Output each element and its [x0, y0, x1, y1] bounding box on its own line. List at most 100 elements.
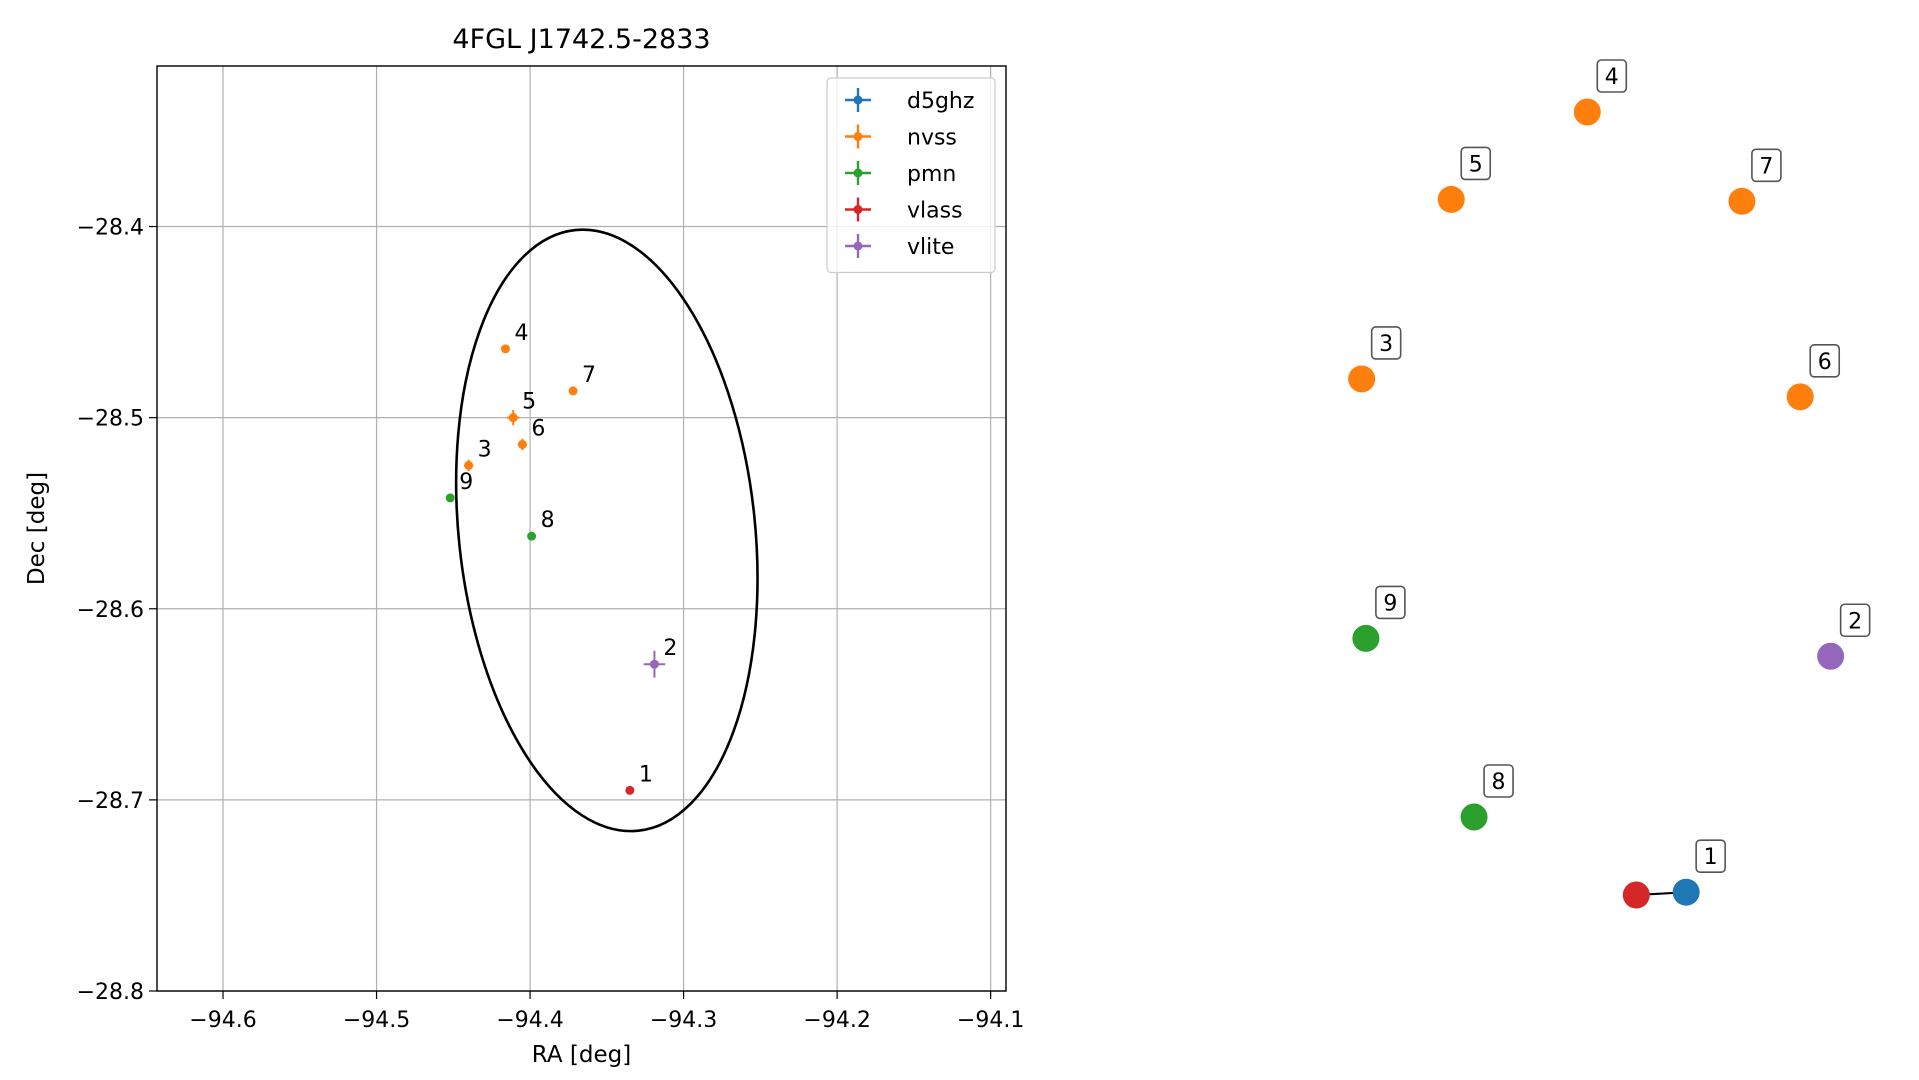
y-tick-label: −28.7: [77, 789, 144, 814]
legend-box: [826, 77, 996, 274]
graph-node-marker: [1573, 98, 1601, 126]
chart-title: 4FGL J1742.5-2833: [452, 24, 710, 55]
graph-nodes: 1 2 3 4 5 6 7 8 9: [1348, 59, 1871, 909]
graph-node: 8: [1460, 764, 1514, 831]
source-label: 7: [582, 363, 596, 388]
y-tick-label: −28.6: [77, 598, 144, 623]
source-point-vlass: 1: [625, 762, 653, 795]
graph-node-label-box: [1460, 146, 1492, 181]
source-point-pmn: 8: [527, 508, 555, 541]
y-tick-label: −28.5: [77, 407, 144, 432]
source-marker: [517, 439, 527, 449]
legend-marker: [853, 95, 863, 105]
source-marker: [464, 460, 474, 470]
graph-node-marker: [1352, 624, 1380, 652]
legend-marker: [853, 132, 863, 141]
source-label: 8: [541, 508, 555, 533]
y-tick-label: −28.8: [77, 980, 144, 1005]
x-tick-label: −94.3: [650, 1008, 717, 1033]
graph-node-label: 5: [1469, 152, 1483, 177]
graph-node: 6: [1786, 344, 1841, 411]
legend-entry-d5ghz: d5ghz: [845, 88, 974, 114]
x-tick-label: −94.6: [189, 1008, 256, 1033]
legend: d5ghz nvss pmn vlass vlite: [826, 77, 996, 274]
graph-node-marker: [1728, 187, 1756, 215]
legend-label: pmn: [907, 162, 956, 187]
source-marker: [501, 344, 511, 354]
graph-node-label-box: [1809, 344, 1841, 378]
graph-node-label-box: [1370, 326, 1402, 360]
legend-entry-vlass: vlass: [845, 197, 963, 224]
x-axis-label: RA [deg]: [532, 1042, 631, 1068]
source-point-pmn: 9: [445, 470, 473, 503]
source-point-vlite: 2: [643, 636, 677, 678]
source-marker: [508, 413, 518, 423]
source-point-nvss: 3: [464, 437, 492, 472]
legend-label: d5ghz: [907, 89, 974, 114]
graph-node-label: 1: [1704, 845, 1718, 870]
graph-node-marker: [1672, 878, 1700, 906]
legend-marker: [853, 168, 863, 178]
x-tick-label: −94.4: [496, 1008, 563, 1033]
graph-node-label-box: [1751, 148, 1782, 183]
sky-plot: 3 4 56 7 8 9 1 2 −94.6 −94.5 −94.4 −94.3 −94.2 −94.1…: [24, 24, 1024, 1068]
graph-node-label: 4: [1605, 65, 1619, 90]
graph-node-marker: [1348, 365, 1376, 393]
graph-node-label: 7: [1759, 154, 1773, 179]
graph-node: 4: [1573, 59, 1628, 126]
graph-node: [1622, 881, 1650, 909]
graph-node-label-box: [1483, 764, 1514, 798]
localization-ellipse-layer: [454, 228, 759, 833]
source-point-nvss: 7: [568, 363, 596, 396]
legend-label: vlass: [907, 199, 963, 224]
source-marker: [625, 785, 635, 795]
graph-node-label-box: [1695, 839, 1726, 874]
graph-node-label: 9: [1383, 591, 1397, 616]
graph-node-label: 6: [1818, 350, 1832, 375]
source-label: 4: [515, 321, 529, 346]
source-marker: [649, 659, 659, 669]
graph-node-marker: [1817, 642, 1845, 670]
graph-node-marker: [1437, 185, 1465, 213]
y-tick-label: −28.4: [77, 216, 144, 241]
legend-entry-nvss: nvss: [845, 124, 957, 151]
graph-node-marker: [1786, 383, 1814, 411]
source-label: 2: [663, 636, 677, 661]
source-point-nvss: 5: [507, 390, 536, 426]
graph-node-marker: [1622, 881, 1650, 909]
association-graph: 1 2 3 4 5 6 7 8 9: [1348, 59, 1871, 909]
legend-entry-vlite: vlite: [845, 234, 954, 260]
x-tick-label: −94.5: [343, 1008, 410, 1033]
graph-node-label-box: [1375, 585, 1406, 620]
legend-marker: [853, 241, 863, 251]
source-marker: [527, 531, 537, 541]
graph-node-label-box: [1596, 59, 1628, 93]
graph-node: 1: [1672, 839, 1726, 906]
source-marker: [445, 493, 455, 503]
graph-node-label-box: [1839, 603, 1871, 638]
graph-node: 3: [1348, 326, 1402, 393]
graph-node: 9: [1352, 585, 1406, 652]
plot-frame: [156, 65, 1007, 992]
legend-entry-pmn: pmn: [845, 161, 956, 187]
x-tick-label: −94.2: [803, 1008, 870, 1033]
source-label: 5: [522, 390, 536, 415]
y-axis-label: Dec [deg]: [24, 472, 50, 585]
legend-label: vlite: [907, 235, 954, 260]
source-point-nvss: 6: [517, 416, 545, 451]
axis-ticks: −94.6 −94.5 −94.4 −94.3 −94.2 −94.1 −28.4 −28.5…: [77, 216, 1025, 1033]
graph-node: 2: [1817, 603, 1871, 670]
graph-node: 5: [1437, 146, 1492, 213]
localization-ellipse: [454, 228, 759, 833]
graph-node-marker: [1460, 803, 1488, 831]
graph-node-label: 2: [1848, 609, 1862, 634]
legend-marker: [853, 205, 863, 214]
source-label: 3: [478, 437, 492, 462]
legend-label: nvss: [907, 126, 957, 151]
source-label: 6: [531, 416, 545, 441]
graph-node: 7: [1728, 148, 1782, 215]
graph-node-label: 8: [1492, 770, 1506, 795]
source-label: 1: [639, 762, 653, 787]
source-label: 9: [459, 470, 473, 495]
